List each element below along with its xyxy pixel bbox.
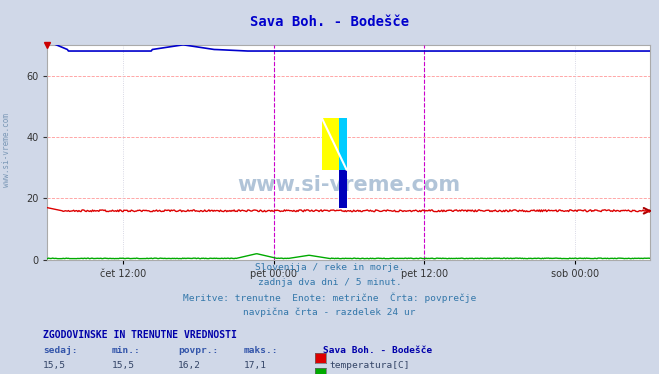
Text: maks.:: maks.: — [244, 346, 278, 355]
Text: www.si-vreme.com: www.si-vreme.com — [2, 113, 11, 187]
Text: 17,1: 17,1 — [244, 361, 267, 370]
Polygon shape — [339, 118, 347, 170]
Text: 15,5: 15,5 — [112, 361, 135, 370]
Text: min.:: min.: — [112, 346, 141, 355]
Text: 15,5: 15,5 — [43, 361, 66, 370]
Text: ZGODOVINSKE IN TRENUTNE VREDNOSTI: ZGODOVINSKE IN TRENUTNE VREDNOSTI — [43, 330, 237, 340]
Text: temperatura[C]: temperatura[C] — [330, 361, 410, 370]
Text: sedaj:: sedaj: — [43, 346, 77, 355]
Text: zadnja dva dni / 5 minut.: zadnja dva dni / 5 minut. — [258, 278, 401, 286]
Text: Sava Boh. - Bodešče: Sava Boh. - Bodešče — [250, 15, 409, 29]
Text: www.si-vreme.com: www.si-vreme.com — [237, 175, 461, 194]
Text: Meritve: trenutne  Enote: metrične  Črta: povprečje: Meritve: trenutne Enote: metrične Črta: … — [183, 292, 476, 303]
Text: Sava Boh. - Bodešče: Sava Boh. - Bodešče — [323, 346, 432, 355]
Text: 16,2: 16,2 — [178, 361, 201, 370]
Text: navpična črta - razdelek 24 ur: navpična črta - razdelek 24 ur — [243, 307, 416, 317]
Text: Slovenija / reke in morje.: Slovenija / reke in morje. — [255, 263, 404, 272]
FancyBboxPatch shape — [322, 118, 339, 170]
FancyBboxPatch shape — [339, 170, 347, 208]
Text: povpr.:: povpr.: — [178, 346, 218, 355]
